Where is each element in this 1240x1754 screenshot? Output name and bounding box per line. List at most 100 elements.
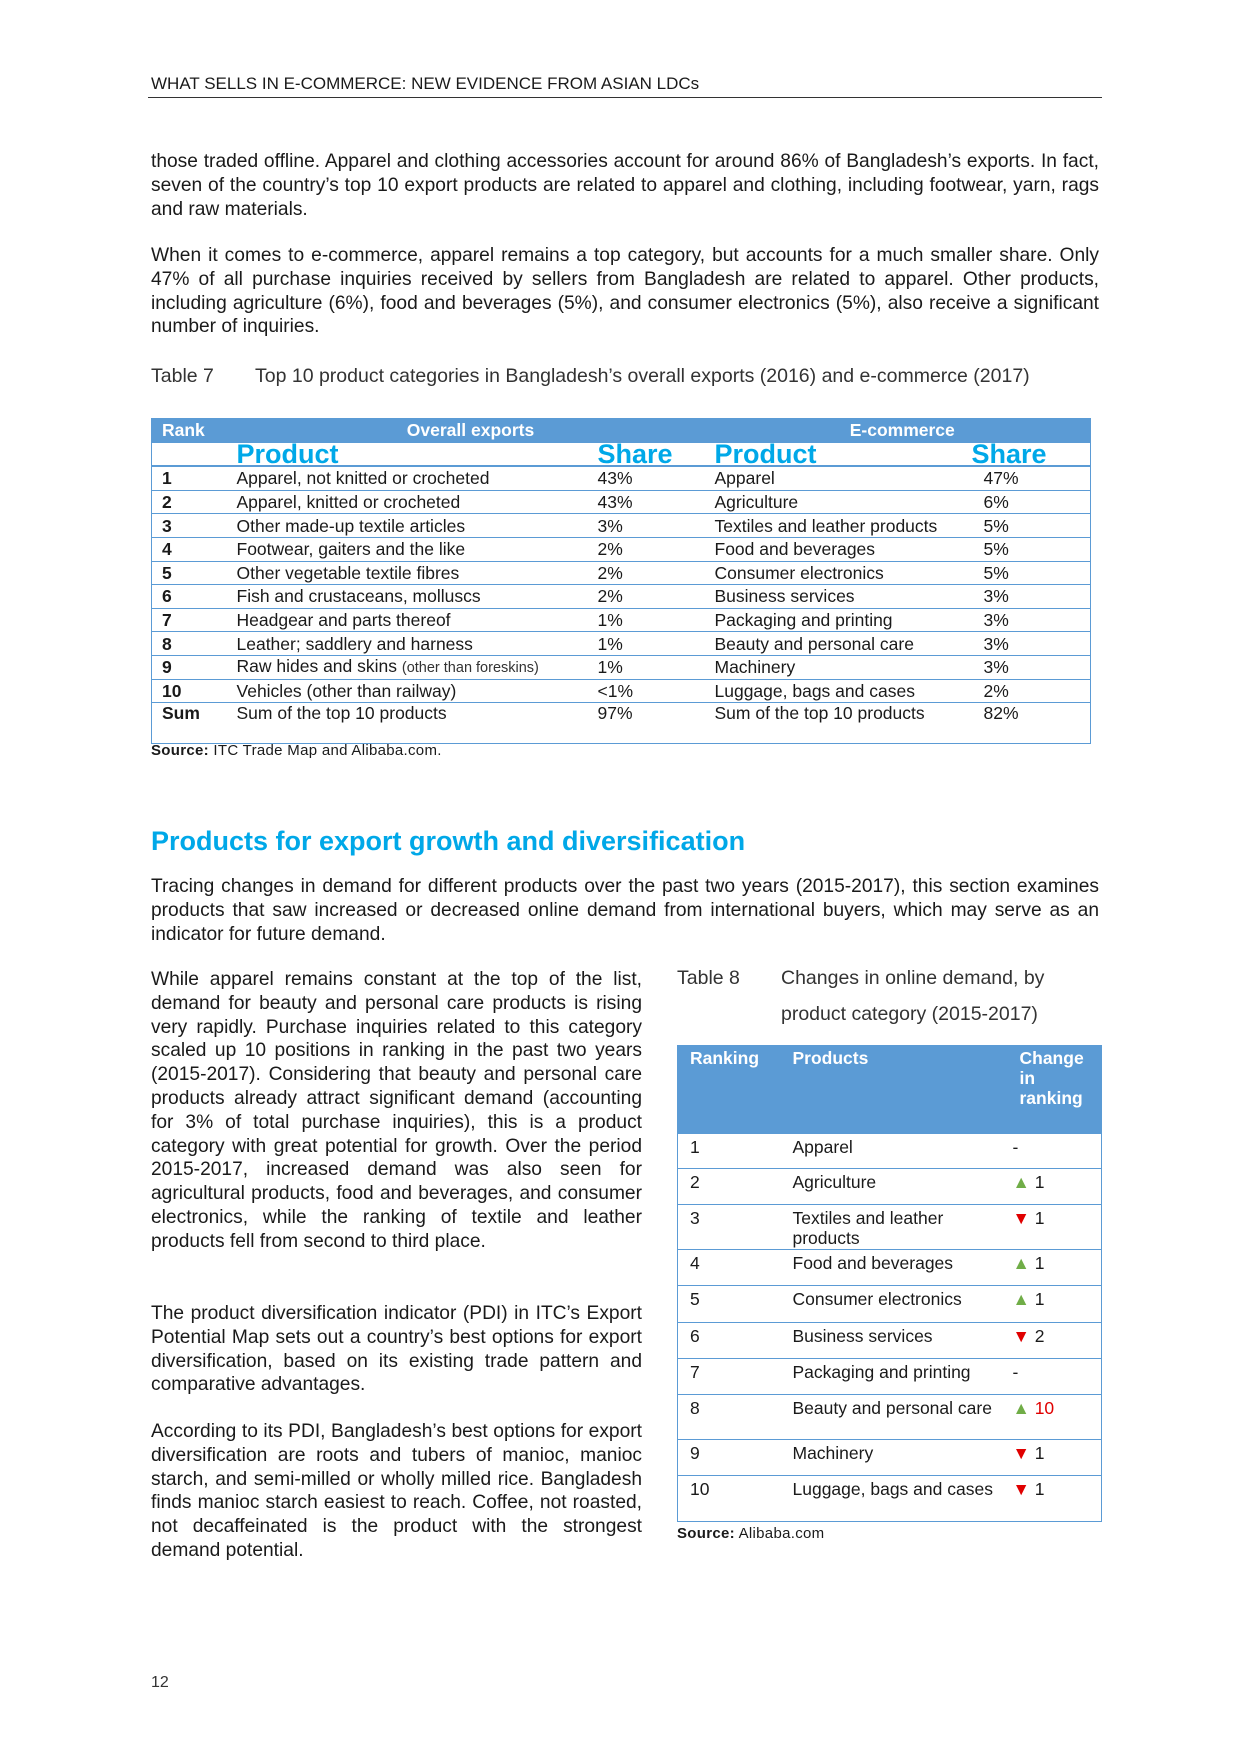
paragraph: When it comes to e-commerce, apparel rem… [151,245,1099,338]
ecom-product: Apparel [704,466,962,491]
change-value: 1 [1034,1172,1045,1192]
source-label: Source: [151,742,209,759]
change-value: - [1012,1137,1019,1157]
export-product: Raw hides and skins (other than foreskin… [226,655,572,680]
table8: Ranking Products Change in ranking 1 App… [677,1045,1102,1522]
source-text: ITC Trade Map and Alibaba.com. [213,742,442,759]
col-products: Products [780,1045,1008,1134]
export-share: 2% [571,537,705,562]
table-row: 5 Other vegetable textile fibres 2% Cons… [151,561,1091,586]
export-product: Other made-up textile articles [226,513,572,538]
change-value: 1 [1034,1208,1045,1228]
change: ▲ 1 [1007,1249,1102,1286]
ecom-share: 3% [961,655,1091,680]
rank: 1 [677,1133,781,1169]
col-product: Product [226,440,572,467]
change: - [1007,1133,1102,1169]
export-product: Other vegetable textile fibres [226,561,572,586]
rank: 2 [677,1168,781,1205]
arrow-up-icon: ▲ [1012,1172,1030,1192]
col-product: Product [704,440,962,467]
paragraph: According to its PDI, Bangladesh’s best … [151,1421,642,1561]
rank: 3 [151,513,227,538]
product-name: Other made-up textile articles [236,515,466,536]
product-name: Leather; saddlery and harness [236,633,473,654]
change-value: 10 [1034,1398,1055,1418]
section-heading: Products for export growth and diversifi… [151,826,746,856]
product: Packaging and printing [780,1358,1008,1395]
page-number: 12 [151,1674,169,1691]
table-row: 4 Footwear, gaiters and the like 2% Food… [151,537,1091,562]
product: Apparel [780,1133,1008,1169]
table-row: 10 Vehicles (other than railway) <1% Lug… [151,679,1091,704]
export-share: 2% [571,561,705,586]
source-label: Source: [677,1525,735,1542]
table-row: Sum Sum of the top 10 products 97% Sum o… [152,703,1091,744]
export-product: Leather; saddlery and harness [226,631,572,656]
product-name: Apparel, knitted or crocheted [236,492,461,513]
product-name: Footwear, gaiters and the like [236,539,466,560]
export-share: 1% [571,631,705,656]
product: Machinery [780,1439,1008,1476]
ecom-product: Consumer electronics [704,561,962,586]
ecom-product: Food and beverages [704,537,962,562]
arrow-up-icon: ▲ [1012,1398,1030,1418]
running-header: WHAT SELLS IN E-COMMERCE: NEW EVIDENCE F… [151,74,700,93]
arrow-down-icon: ▼ [1012,1326,1030,1346]
rank: 4 [677,1249,781,1286]
rank: 4 [151,537,227,562]
arrow-down-icon: ▼ [1012,1479,1030,1499]
rank: 8 [677,1394,781,1440]
change: ▲ 1 [1007,1285,1102,1323]
product-name: Apparel, not knitted or crocheted [236,468,490,489]
rank: 7 [151,608,227,633]
export-share: <1% [571,679,705,704]
ecom-product: Luggage, bags and cases [704,679,962,704]
export-share: 1% [571,655,705,680]
table7: Rank Overall exports E-commerce Product … [151,418,1091,745]
rank: 6 [151,584,227,609]
product: Luggage, bags and cases [780,1475,1008,1522]
change-value: 1 [1034,1289,1045,1309]
paragraph: those traded offline. Apparel and clothi… [151,151,1099,220]
export-product: Sum of the top 10 products [227,703,572,744]
product-name: Headgear and parts thereof [236,610,451,631]
table-row: 4 Food and beverages ▲ 1 [677,1249,1102,1286]
rank: 3 [677,1204,781,1250]
rank: 9 [151,655,227,680]
rank: 8 [151,631,227,656]
change: ▼ 2 [1007,1322,1102,1359]
col-ecom: E-commerce [704,418,1091,443]
arrow-down-icon: ▼ [1012,1443,1030,1463]
product-note: (other than foreskins) [401,660,539,677]
arrow-up-icon: ▲ [1012,1253,1030,1273]
rank: Sum [162,703,200,724]
ecom-share: 2% [961,679,1091,704]
product-name: Other vegetable textile fibres [236,562,460,583]
change-value: 1 [1034,1443,1045,1463]
ecom-share: 6% [961,490,1091,515]
rank: 2 [151,490,227,515]
table-row: 8 Beauty and personal care ▲ 10 [677,1394,1102,1440]
table7-label: Table 7 [151,365,214,387]
table-row: 6 Fish and crustaceans, molluscs 2% Busi… [151,584,1091,609]
intro-paragraph: Tracing changes in demand for different … [151,876,1099,945]
change: ▼ 1 [1007,1475,1102,1522]
arrow-up-icon: ▲ [1012,1289,1030,1309]
ecom-share: 5% [961,513,1091,538]
export-share: 43% [571,466,705,491]
export-product: Apparel, knitted or crocheted [226,490,572,515]
col-ranking: Ranking [677,1045,781,1134]
ecom-product: Packaging and printing [704,608,962,633]
table-row: 1 Apparel, not knitted or crocheted 43% … [151,466,1091,491]
product: Textiles and leather products [780,1204,1008,1250]
header-rule [148,97,1102,98]
rank: 10 [677,1475,781,1522]
table-row: 7 Headgear and parts thereof 1% Packagin… [151,608,1091,633]
export-share: 1% [571,608,705,633]
table-row: 9 Machinery ▼ 1 [677,1439,1102,1476]
export-product: Apparel, not knitted or crocheted [226,466,572,491]
table-row: 10 Luggage, bags and cases ▼ 1 [677,1475,1102,1522]
table-row: 5 Consumer electronics ▲ 1 [677,1285,1102,1323]
ecom-share: 5% [961,537,1091,562]
